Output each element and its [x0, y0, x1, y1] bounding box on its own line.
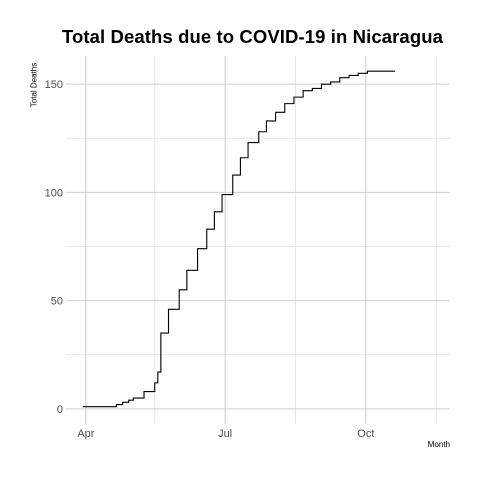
chart-title: Total Deaths due to COVID-19 in Nicaragu… — [61, 26, 444, 47]
y-tick-label: 150 — [45, 79, 63, 91]
x-tick-label: Oct — [357, 428, 374, 440]
y-tick-label: 50 — [51, 296, 63, 308]
x-tick-label: Apr — [77, 428, 94, 440]
x-tick-label: Jul — [218, 428, 232, 440]
x-axis-label: Month — [427, 440, 450, 449]
y-tick-label: 0 — [57, 404, 63, 416]
series-line — [82, 70, 395, 408]
y-tick-label: 100 — [45, 187, 63, 199]
